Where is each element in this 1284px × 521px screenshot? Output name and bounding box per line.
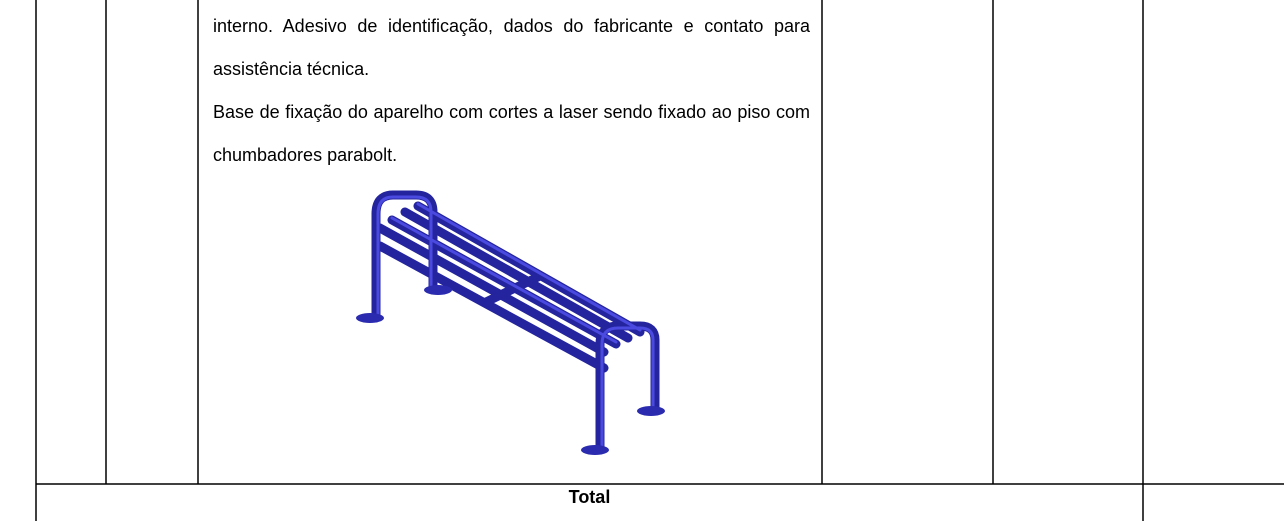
description-paragraph: interno. Adesivo de identificação, dados… bbox=[213, 16, 810, 79]
description: interno. Adesivo de identificação, dados… bbox=[213, 5, 810, 177]
description-paragraph: Base de fixação do aparelho com cortes a… bbox=[213, 102, 810, 165]
total-label: Total bbox=[568, 487, 611, 507]
bench-illustration bbox=[356, 190, 665, 455]
